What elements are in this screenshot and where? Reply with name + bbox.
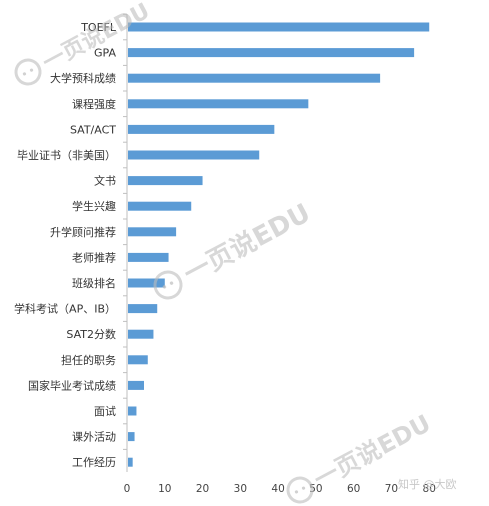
category-label: 课外活动: [72, 431, 116, 444]
category-label: GPA: [94, 47, 116, 60]
bar: [128, 176, 203, 186]
bar: [128, 355, 148, 365]
chat-logo-dot-icon: [162, 285, 167, 289]
chat-logo-icon: [14, 58, 42, 86]
x-tick-label: 30: [234, 483, 247, 495]
chat-logo-dot-icon: [22, 72, 27, 76]
category-label: TOEFL: [80, 21, 117, 34]
category-label: 班级排名: [72, 276, 116, 290]
bars-layer: [128, 22, 430, 467]
x-tick-label: 70: [385, 483, 398, 495]
bar: [128, 252, 169, 262]
category-label: 工作经历: [72, 456, 116, 469]
category-label: 毕业证书（非美国）: [17, 149, 116, 162]
category-label: SAT2分数: [66, 328, 116, 341]
category-label: 升学顾问推荐: [50, 225, 116, 239]
category-label: SAT/ACT: [70, 123, 116, 136]
category-label: 学生兴趣: [72, 199, 116, 213]
bar: [128, 278, 165, 288]
x-tick-label: 80: [423, 483, 436, 495]
x-tick-label: 0: [124, 483, 131, 495]
category-label: 课程强度: [72, 97, 116, 111]
chat-logo-icon: [153, 270, 183, 300]
category-label: 面试: [94, 405, 116, 418]
bar: [128, 380, 144, 390]
x-tick-label: 20: [196, 483, 209, 495]
zhihu-credit-watermark: 知乎 @大欧: [398, 477, 457, 491]
x-tick-label: 40: [271, 483, 284, 495]
x-tick-label: 10: [158, 483, 171, 495]
bar: [128, 48, 415, 58]
category-label: 学科考试（AP、IB）: [14, 302, 116, 316]
chat-logo-icon: [286, 476, 314, 504]
bar: [128, 99, 309, 109]
bar: [128, 227, 177, 237]
category-label: 国家毕业考试成绩: [28, 378, 116, 392]
bar: [128, 457, 133, 467]
chat-logo-dot-icon: [301, 486, 306, 490]
category-label: 大学预科成绩: [50, 71, 116, 85]
bar: [128, 201, 192, 211]
x-tick-label: 60: [347, 483, 360, 495]
bar: [128, 150, 260, 160]
bar: [128, 124, 275, 134]
x-tick-labels: 0 10 20 30 40 50 60 70 80: [124, 483, 436, 495]
bar: [128, 73, 381, 83]
bar: [128, 432, 135, 442]
axis-layer: [123, 13, 128, 472]
bar: [128, 304, 158, 314]
category-label: 老师推荐: [72, 250, 116, 264]
category-label: 担任的职务: [61, 353, 116, 367]
bar: [128, 22, 430, 32]
bar: [128, 406, 137, 416]
chat-logo-dot-icon: [169, 281, 174, 285]
chat-logo-dot-icon: [294, 490, 299, 494]
bar: [128, 329, 154, 339]
category-label: 文书: [94, 174, 116, 188]
chat-logo-dot-icon: [29, 68, 34, 72]
